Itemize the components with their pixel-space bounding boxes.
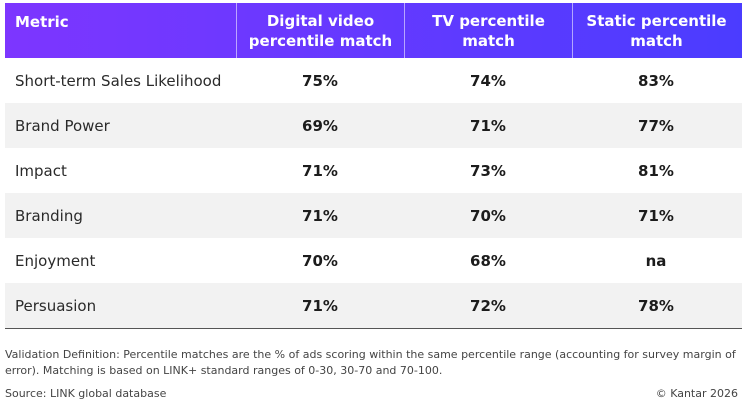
table-row: Impact 71% 73% 81% (5, 148, 742, 193)
header-static-line1: Static percentile (586, 11, 727, 30)
validation-footnote: Validation Definition: Percentile matche… (5, 348, 736, 377)
cell-static: 78% (638, 296, 674, 315)
header-tv-label: TV percentile match (432, 11, 545, 51)
copyright-note: © Kantar 2026 (655, 387, 738, 400)
header-static-line2: match (630, 31, 683, 50)
cell-tv: 70% (470, 206, 506, 225)
row-metric-label: Branding (15, 206, 83, 225)
row-metric-label: Persuasion (15, 296, 97, 315)
results-table: Metric Digital video percentile match TV… (5, 3, 742, 329)
table-row: Branding 71% 70% 71% (5, 193, 742, 238)
cell-static: na (645, 251, 667, 270)
table-header: Metric Digital video percentile match TV… (5, 3, 742, 58)
header-static: Static percentile match (572, 3, 740, 58)
header-digital-video: Digital video percentile match (236, 3, 404, 58)
cell-digital-video: 71% (302, 296, 338, 315)
table-row: Brand Power 69% 71% 77% (5, 103, 742, 148)
cell-tv: 72% (470, 296, 506, 315)
row-metric-label: Short-term Sales Likelihood (15, 71, 222, 90)
source-note: Source: LINK global database (5, 387, 167, 400)
row-metric-label: Brand Power (15, 116, 110, 135)
table-row: Enjoyment 70% 68% na (5, 238, 742, 283)
header-static-label: Static percentile match (586, 11, 726, 51)
cell-digital-video: 71% (302, 161, 338, 180)
header-digital-video-label: Digital video percentile match (249, 11, 392, 51)
table-row: Persuasion 71% 72% 78% (5, 283, 742, 328)
row-metric-label: Impact (15, 161, 67, 180)
cell-digital-video: 69% (302, 116, 338, 135)
header-metric: Metric (5, 3, 236, 58)
header-tv: TV percentile match (404, 3, 572, 58)
header-digital-video-line1: Digital video (266, 11, 375, 30)
cell-digital-video: 71% (302, 206, 338, 225)
header-tv-line2: match (462, 31, 515, 50)
cell-digital-video: 75% (302, 71, 338, 90)
cell-static: 81% (638, 161, 674, 180)
row-metric-label: Enjoyment (15, 251, 96, 270)
cell-digital-video: 70% (302, 251, 338, 270)
cell-tv: 68% (470, 251, 506, 270)
cell-tv: 71% (470, 116, 506, 135)
header-tv-line1: TV percentile (432, 11, 545, 30)
header-metric-label: Metric (15, 13, 69, 31)
header-digital-video-line2: percentile match (248, 31, 393, 50)
cell-static: 71% (638, 206, 674, 225)
cell-tv: 74% (470, 71, 506, 90)
table-row: Short-term Sales Likelihood 75% 74% 83% (5, 58, 742, 103)
cell-tv: 73% (470, 161, 506, 180)
table-bottom-rule (5, 328, 742, 329)
cell-static: 83% (638, 71, 674, 90)
cell-static: 77% (638, 116, 674, 135)
